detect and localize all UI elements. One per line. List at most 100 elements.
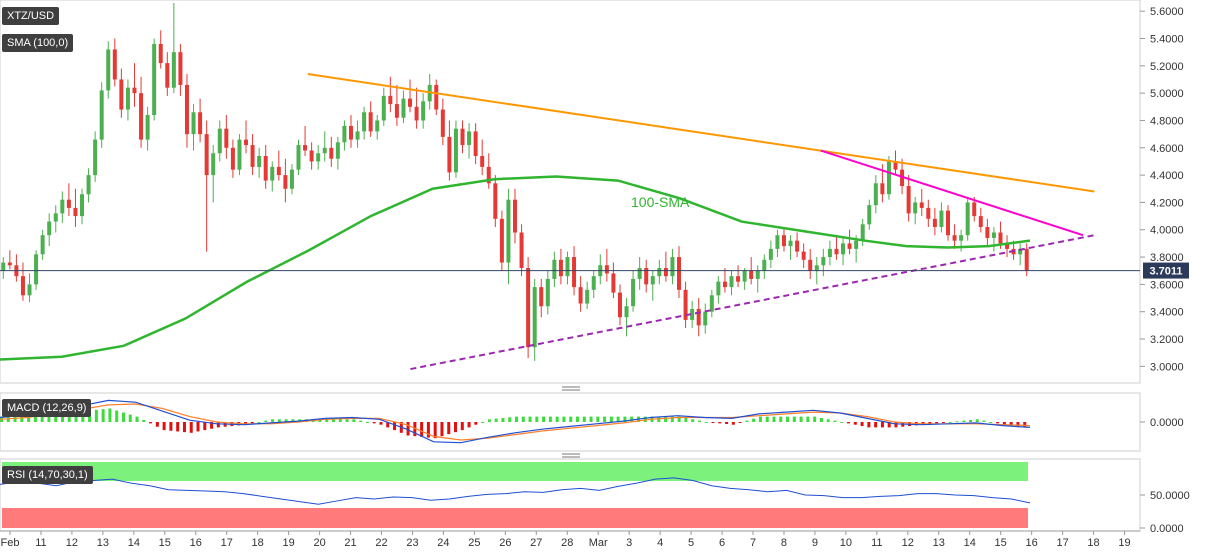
candle-body <box>657 267 662 277</box>
y-tick-label: 4.8000 <box>1150 115 1184 127</box>
rsi-resize-handle[interactable] <box>562 453 580 458</box>
candle-body <box>362 112 367 132</box>
macd-histogram-bar <box>731 422 735 425</box>
macd-resize-handle[interactable] <box>562 386 580 391</box>
macd-histogram-bar <box>1023 422 1027 427</box>
macd-histogram-bar <box>501 417 505 422</box>
macd-histogram-bar <box>196 422 200 432</box>
macd-histogram-bar <box>941 422 945 423</box>
candle-body <box>526 267 531 348</box>
macd-histogram-bar <box>664 416 668 422</box>
candle-body <box>40 235 45 255</box>
candle-body <box>821 257 826 266</box>
candle-body <box>558 259 563 277</box>
x-tick-label: 14 <box>964 537 976 549</box>
macd-histogram-bar <box>352 419 356 422</box>
candle-body <box>1024 248 1029 271</box>
rsi-layer: 50.0000 0.0000 <box>0 477 1190 535</box>
candle-body <box>578 287 583 304</box>
candle-body <box>60 199 65 214</box>
macd-histogram-bar <box>182 422 186 433</box>
candle-body <box>978 216 983 228</box>
candle-body <box>375 120 380 132</box>
macd-histogram-bar <box>426 422 430 438</box>
x-tick-label: 5 <box>688 537 694 549</box>
macd-histogram-bar <box>935 422 939 424</box>
rsi-overbought-zone <box>2 462 1028 481</box>
x-tick-label: 18 <box>252 537 264 549</box>
macd-histogram-bar <box>826 419 830 422</box>
macd-histogram-bar <box>54 413 58 422</box>
candle-body <box>211 153 216 176</box>
candle-body <box>886 161 891 195</box>
macd-histogram-bar <box>338 419 342 422</box>
price-grid: 5.6000 5.4000 5.2000 5.0000 4.8000 4.6000 4.40… <box>1140 6 1184 373</box>
macd-histogram-bar <box>521 416 525 422</box>
macd-histogram-bar <box>670 416 674 422</box>
macd-indicator-label[interactable]: MACD (12,26,9) <box>2 399 92 417</box>
x-tick-label: 19 <box>283 537 295 549</box>
trendline-support <box>410 234 1095 371</box>
macd-histogram-bar <box>725 422 729 425</box>
macd-histogram-bar <box>277 419 281 422</box>
candle-body <box>447 136 452 173</box>
x-tick-label: 18 <box>1087 537 1099 549</box>
candle-body <box>93 139 98 176</box>
candle-body <box>47 221 52 236</box>
macd-histogram-bar <box>819 417 823 422</box>
macd-histogram-bar <box>840 422 844 423</box>
candle-body <box>80 194 85 217</box>
macd-histogram-bar <box>162 422 166 431</box>
macd-histogram-bar <box>752 418 756 422</box>
macd-histogram-bar <box>860 422 864 427</box>
macd-histogram-bar <box>697 420 701 422</box>
candle-body <box>388 95 393 105</box>
macd-histogram-bar <box>623 416 627 422</box>
candle-body <box>145 115 150 140</box>
candle-body <box>585 289 590 304</box>
macd-histogram-bar <box>420 422 424 437</box>
candle-body <box>191 112 196 135</box>
macd-histogram-bar <box>745 420 749 422</box>
candle-body <box>434 84 439 110</box>
macd-histogram-bar <box>460 422 464 431</box>
macd-histogram-bar <box>955 421 959 423</box>
macd-histogram-bar <box>372 422 376 424</box>
candle-body <box>572 257 577 288</box>
last-price-label: 3.7011 <box>1149 266 1182 278</box>
candle-body <box>841 243 846 255</box>
candle-body <box>408 98 413 107</box>
y-tick-label: 5.0000 <box>1150 88 1184 100</box>
candle-body <box>237 139 242 170</box>
macd-histogram-bar <box>738 422 742 423</box>
candle-body <box>329 147 334 159</box>
candle-body <box>132 87 137 94</box>
rsi-indicator-label[interactable]: RSI (14,70,30,1) <box>2 466 93 484</box>
macd-histogram-bar <box>447 422 451 435</box>
x-tick-label: 26 <box>499 537 511 549</box>
y-tick-label: 3.4000 <box>1150 307 1184 319</box>
sma-layer <box>0 175 1031 361</box>
x-tick-label: 6 <box>719 537 725 549</box>
macd-histogram-bar <box>379 422 383 425</box>
candle-body <box>683 289 688 320</box>
candle-body <box>624 306 629 318</box>
x-tick-label: 13 <box>933 537 945 549</box>
sma-indicator-label[interactable]: SMA (100,0) <box>2 34 74 52</box>
macd-histogram-bar <box>291 419 295 422</box>
macd-histogram-bar <box>433 422 437 439</box>
candle-body <box>1 262 6 271</box>
candle-body <box>224 128 229 148</box>
y-tick-label: 3.8000 <box>1150 252 1184 264</box>
x-tick-label: 4 <box>657 537 663 549</box>
macd-histogram-bar <box>996 422 1000 424</box>
candle-body <box>565 257 570 277</box>
macd-histogram-bar <box>603 416 607 422</box>
x-tick-label: 27 <box>530 537 542 549</box>
candle-body <box>230 147 235 170</box>
y-tick-label: 4.0000 <box>1150 225 1184 237</box>
macd-histogram-bar <box>874 422 878 428</box>
candle-body <box>827 248 832 258</box>
candle-body <box>480 155 485 167</box>
x-tick-label: Mar <box>589 537 608 549</box>
